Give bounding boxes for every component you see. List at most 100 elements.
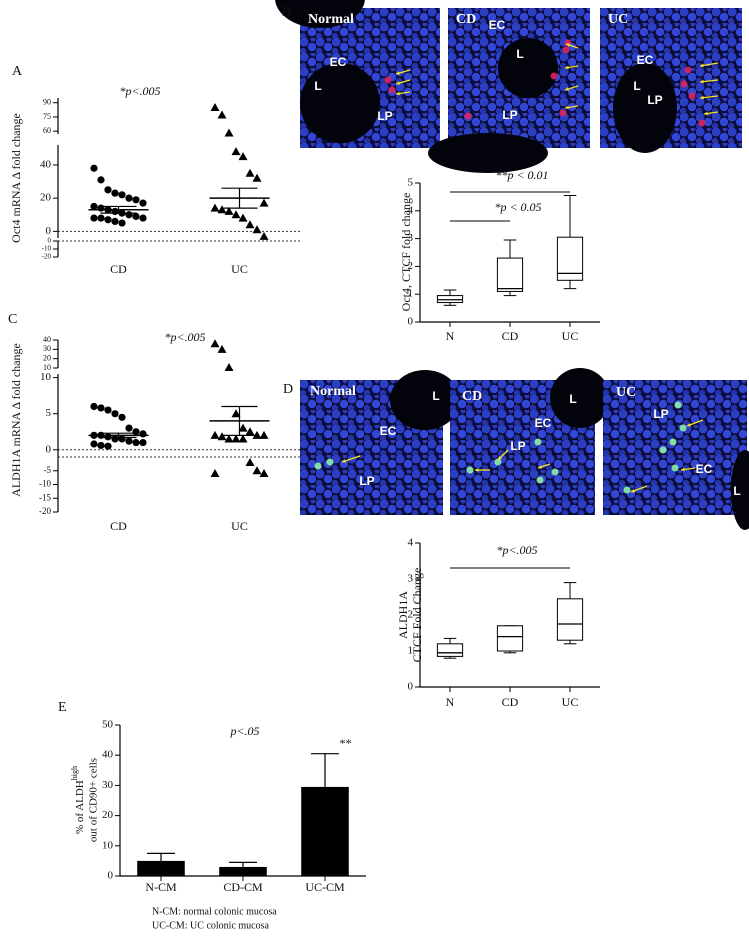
data-point	[125, 437, 133, 445]
x-tick-label: CD	[110, 519, 127, 533]
data-point	[111, 207, 119, 216]
y-tick-label: 10	[102, 839, 114, 851]
data-point	[231, 147, 241, 156]
data-point	[132, 438, 140, 447]
data-point	[90, 440, 98, 448]
micrograph-image	[603, 380, 747, 515]
data-point	[224, 128, 234, 137]
y-axis-label-sup: high	[70, 766, 79, 780]
bar	[301, 786, 349, 876]
data-point	[210, 102, 220, 111]
data-point	[97, 441, 105, 450]
micrograph-label: LP	[647, 93, 662, 107]
stain-spot	[314, 462, 322, 470]
x-tick-label: UC	[562, 695, 579, 709]
y-tick-label: -10	[39, 479, 51, 489]
data-point	[217, 432, 227, 441]
data-point	[238, 423, 248, 432]
error-bar	[311, 753, 339, 787]
micrograph-title: Normal	[308, 12, 354, 27]
micrograph-title: CD	[456, 12, 476, 27]
arrow-head	[681, 467, 685, 472]
stain-spot	[688, 92, 696, 100]
y-axis-label: ALDH1A	[396, 591, 410, 639]
y-tick-label: 20	[40, 192, 52, 204]
data-point	[90, 214, 98, 222]
annotation: **	[339, 736, 351, 750]
lumen	[275, 0, 365, 28]
error-bar	[100, 205, 137, 214]
data-point	[132, 196, 140, 204]
arrow-head	[475, 468, 479, 472]
footnote: N-CM: normal colonic mucosa	[152, 906, 277, 917]
x-tick-label: N-CM	[145, 880, 177, 894]
data-point	[210, 469, 220, 477]
arrow-head	[700, 79, 704, 84]
micrograph: Normal L EC LP	[300, 370, 460, 515]
micrograph-label: LP	[359, 474, 374, 488]
stain-spot	[550, 72, 558, 80]
data-point	[111, 189, 119, 197]
data-point	[139, 430, 147, 438]
data-point	[104, 216, 112, 224]
box	[496, 625, 524, 652]
y-tick-label: 40	[102, 749, 114, 761]
micrograph-label: L	[569, 392, 576, 406]
arrow-head	[565, 87, 569, 91]
stain-spot	[669, 438, 677, 446]
data-point	[259, 198, 269, 207]
data-point	[90, 402, 98, 411]
y-tick-label: 0	[408, 681, 414, 693]
micrograph: CD L EC LP	[450, 368, 610, 515]
data-point	[139, 438, 147, 447]
stain-spot	[674, 401, 682, 409]
y-axis-label: ALDH1A mRNA Δ fold change	[9, 343, 23, 497]
y-tick-label: 0	[408, 316, 414, 328]
bar	[219, 866, 267, 876]
data-point	[111, 435, 119, 443]
y-tick-label: 0	[108, 870, 114, 882]
data-point	[210, 430, 220, 439]
arrow-head	[342, 459, 346, 463]
micrograph-label: LP	[653, 407, 668, 421]
y-axis-label: Oct4, CTCF fold change	[399, 193, 413, 312]
stain-spot	[698, 119, 706, 127]
micrograph-label: EC	[489, 18, 506, 32]
stain-spot	[551, 468, 559, 476]
x-tick-label: UC	[562, 329, 579, 343]
lumen	[428, 133, 548, 173]
data-point	[259, 430, 269, 439]
data-point	[118, 413, 126, 421]
y-tick-label: 2	[408, 609, 414, 621]
footnote: UC-CM: UC colonic mucosa	[152, 920, 269, 931]
arrow-head	[631, 488, 635, 493]
y-tick-label: -10	[42, 245, 52, 253]
data-point	[210, 203, 220, 212]
error-bar	[100, 432, 137, 439]
annotation: **p < 0.01	[495, 168, 548, 182]
data-point	[132, 428, 140, 436]
y-tick-label: 3	[408, 232, 414, 244]
lumen	[731, 450, 749, 530]
x-tick-label: CD	[502, 329, 519, 343]
y-tick-label: -5	[44, 465, 52, 475]
data-point	[231, 210, 241, 219]
stain-spot	[659, 446, 667, 454]
data-point	[259, 469, 269, 477]
error-bar	[229, 861, 257, 867]
micrograph-label: LP	[502, 108, 517, 122]
data-point	[252, 173, 262, 182]
data-point	[245, 220, 255, 229]
arrow-head	[565, 105, 569, 110]
lumen	[613, 63, 677, 153]
data-point	[139, 214, 147, 222]
stain-spot	[679, 424, 687, 432]
y-axis-label: Oct4 mRNA Δ fold change	[9, 113, 23, 243]
data-point	[97, 214, 105, 222]
x-tick-label: CD	[502, 695, 519, 709]
y-tick-label: 4	[408, 204, 414, 216]
y-tick-label: 50	[102, 719, 114, 731]
data-point	[238, 213, 248, 222]
stain-spot	[326, 458, 334, 466]
data-point	[125, 424, 133, 432]
